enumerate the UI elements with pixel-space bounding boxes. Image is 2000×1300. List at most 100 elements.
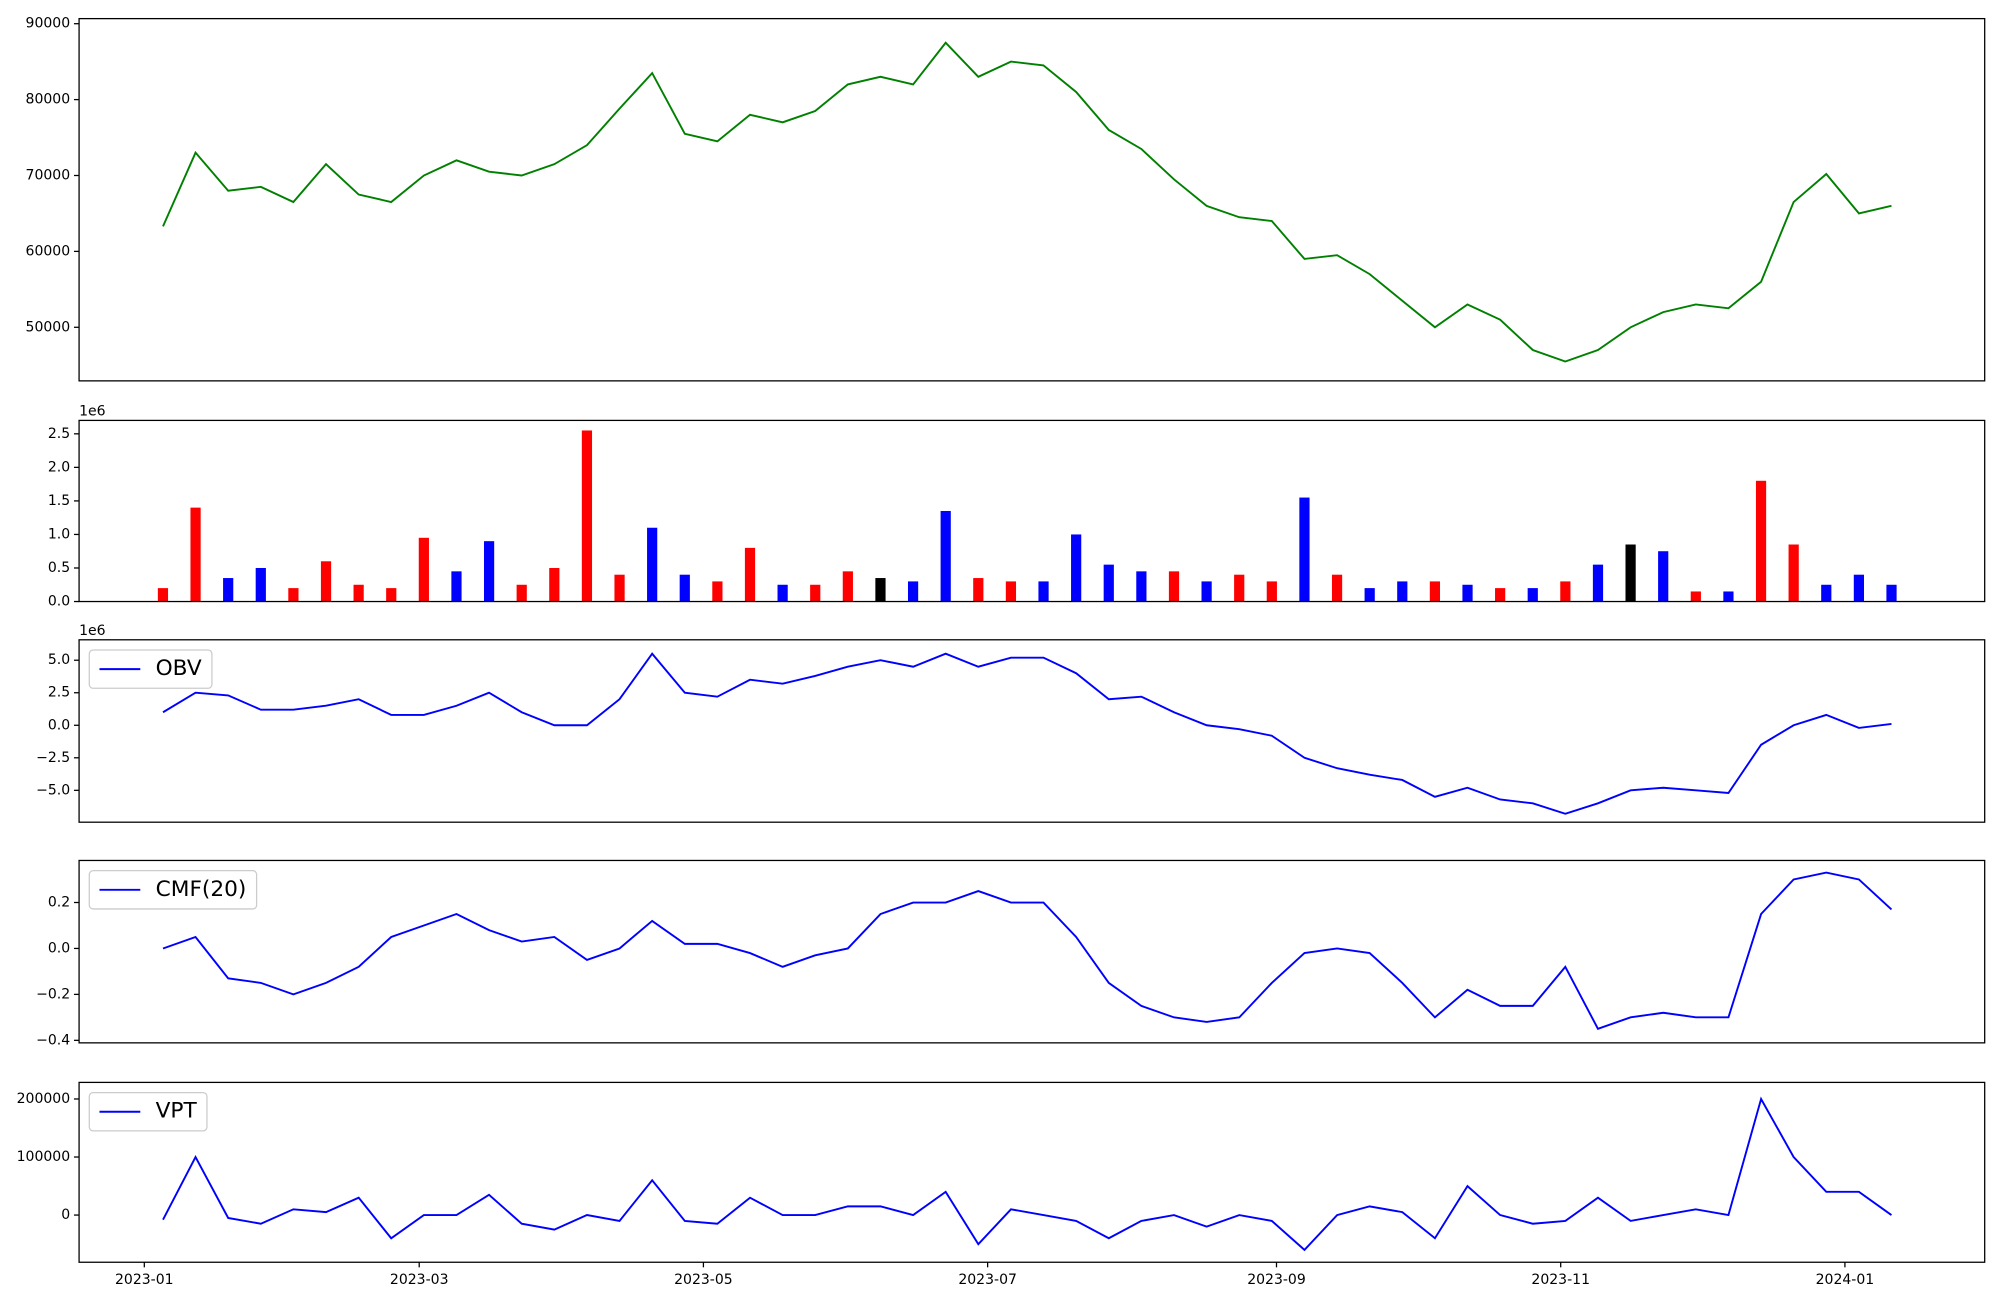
volume-bar [418,537,429,602]
plot-frame [78,419,1986,603]
volume-bar [1560,581,1571,602]
y-tick-label: 5.0 [48,652,70,668]
volume-bar [744,547,756,602]
y-tick-label: −0.4 [36,1032,70,1048]
volume-bar [1136,571,1147,602]
volume-bar [1658,551,1669,602]
y-offset-label: 1e6 [79,623,106,639]
y-tick-label: 70000 [26,167,71,183]
volume-bar [1821,584,1832,602]
volume-bar [1592,564,1604,602]
volume-bar [1071,534,1082,602]
volume-bar [973,578,984,602]
volume-bar [1429,581,1441,602]
volume-bar [1266,581,1277,602]
volume-bar [1462,584,1473,602]
plot-frame [78,639,1986,823]
y-tick-label: 80000 [26,92,71,108]
volume-bar [940,510,951,602]
volume-bar [353,584,364,602]
line [162,1096,1893,1252]
y-tick-label: 2.5 [48,426,70,442]
plot-frame [78,1081,1986,1263]
volume-bar [1788,544,1799,602]
x-tick-label: 2023-07 [958,1272,1017,1288]
volume-bar [679,574,690,602]
volume-bar [1038,581,1049,602]
legend-box [88,870,258,910]
x-tick-label: 2023-05 [674,1272,733,1288]
volume-bar [1886,584,1897,602]
y-tick-label: 0 [61,1207,70,1223]
legend-label: CMF(20) [156,877,247,902]
volume-bar [614,574,625,602]
volume-bar [255,567,266,602]
volume-bar [581,430,593,602]
volume-bar [777,584,788,602]
line [162,871,1893,1031]
volume-bar [549,567,560,602]
y-tick-label: −0.2 [36,986,70,1002]
volume-bar [1755,480,1767,602]
volume-bar [451,571,462,602]
volume-bar [907,581,919,602]
volume-bar [1690,591,1701,602]
plot-frame [78,859,1986,1044]
y-tick-label: −5.0 [36,782,70,798]
volume-bar [288,588,299,602]
x-tick-label: 2023-11 [1531,1272,1590,1288]
volume-bar [1005,581,1017,602]
y-tick-label: 100000 [17,1149,71,1165]
plot-frame [78,17,1986,382]
volume-bar [1234,574,1245,602]
volume-bar [647,527,658,602]
legend-box [88,649,213,689]
x-tick-label: 2023-09 [1247,1272,1306,1288]
y-tick-label: 0.0 [48,717,70,733]
volume-bar [1527,588,1538,602]
volume-bar [842,571,853,602]
volume-bar [875,578,886,602]
line [162,652,1892,815]
y-tick-label: −2.5 [36,750,70,766]
volume-bar [1331,574,1343,602]
y-tick-label: 1.5 [48,493,70,509]
x-tick-label: 2023-03 [390,1272,449,1288]
volume-bar [712,581,723,602]
volume-bar [386,588,397,602]
legend-label: OBV [156,656,202,681]
legend: VPT [88,1091,208,1132]
volume-bar [190,507,201,602]
volume-bar [1625,544,1636,602]
volume-bar [1364,588,1375,602]
legend-box [88,1091,208,1132]
volume-bar [1168,571,1180,602]
volume-bar [1723,591,1734,602]
y-tick-label: 90000 [26,16,71,32]
volume-bar [1103,564,1114,602]
volume-bar [1495,588,1506,602]
volume-bar [1299,497,1310,602]
y-tick-label: 2.0 [48,459,70,475]
y-tick-label: 0.2 [48,894,70,910]
volume-bar [1853,574,1864,602]
volume-bar [1201,581,1212,602]
legend-label: VPT [156,1099,198,1124]
y-tick-label: 0.0 [48,940,70,956]
y-tick-label: 1.0 [48,526,70,542]
volume-bar [223,578,234,602]
volume-bar [1397,581,1408,602]
legend: OBV [88,649,213,689]
y-tick-label: 50000 [26,319,71,335]
y-tick-label: 2.5 [48,685,70,701]
volume-bar [483,541,495,602]
volume-bar [516,584,527,602]
legend: CMF(20) [88,870,258,910]
y-tick-label: 0.0 [48,594,70,610]
x-tick-label: 2023-01 [115,1272,174,1288]
y-offset-label: 1e6 [79,403,106,419]
volume-bar [810,584,821,602]
y-tick-label: 60000 [26,243,71,259]
